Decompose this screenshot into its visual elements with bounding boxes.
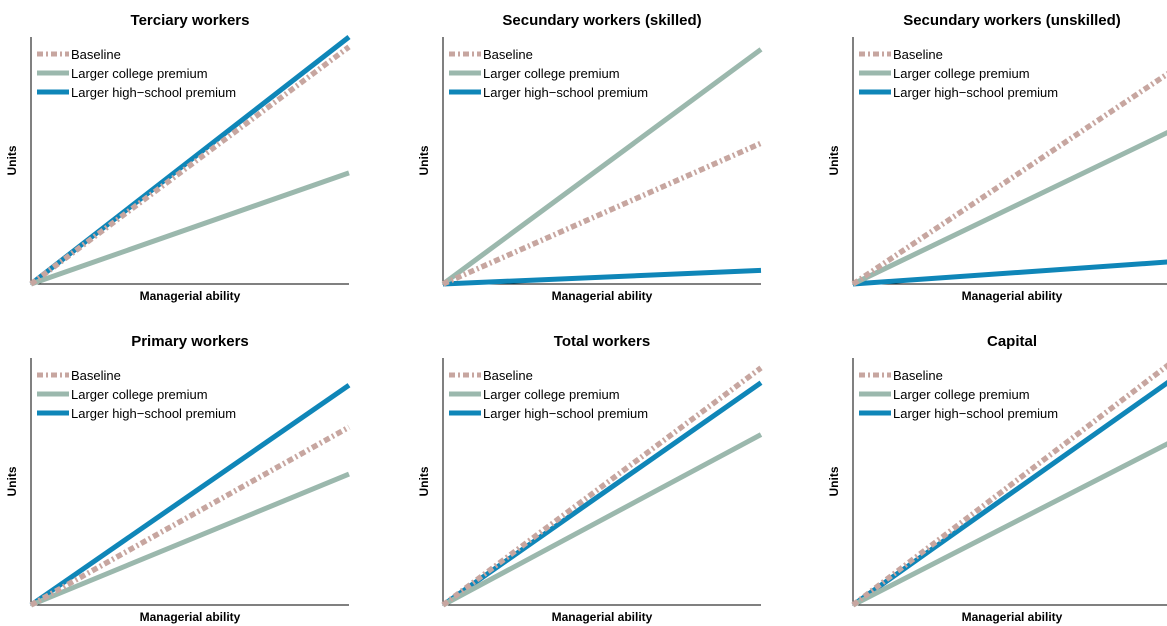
- chart-panel-6: Capital Managerial ability Units Baseline La…: [827, 333, 1167, 624]
- series-line-baseline: [29, 44, 351, 287]
- series-line-larger-high-school-premium: [851, 379, 1167, 608]
- chart-panel-2: Secundary workers (skilled) Managerial ab…: [417, 12, 763, 303]
- series-line-larger-college-premium: [441, 432, 763, 608]
- legend: Baseline Larger college premium Larger hig…: [37, 368, 236, 421]
- legend-label-larger-high-school-premium: Larger high−school premium: [893, 406, 1058, 421]
- series-line-larger-high-school-premium: [29, 383, 351, 608]
- series-line-larger-college-premium: [851, 441, 1167, 608]
- legend: Baseline Larger college premium Larger hig…: [449, 368, 648, 421]
- legend-label-larger-high-school-premium: Larger high−school premium: [71, 85, 236, 100]
- x-axis-label: Managerial ability: [552, 289, 653, 303]
- legend: Baseline Larger college premium Larger hig…: [859, 368, 1058, 421]
- legend-label-baseline: Baseline: [483, 368, 533, 383]
- legend-label-larger-college-premium: Larger college premium: [483, 387, 620, 402]
- series-line-larger-high-school-premium: [441, 380, 763, 608]
- legend-label-larger-high-school-premium: Larger high−school premium: [483, 406, 648, 421]
- series-line-larger-high-school-premium: [852, 259, 1167, 287]
- chart-title: Primary workers: [131, 333, 249, 350]
- legend-label-larger-college-premium: Larger college premium: [893, 66, 1030, 81]
- legend-label-larger-high-school-premium: Larger high−school premium: [71, 406, 236, 421]
- legend-label-larger-college-premium: Larger college premium: [893, 387, 1030, 402]
- series-line-larger-high-school-premium: [442, 267, 762, 287]
- y-axis-label: Units: [827, 466, 841, 496]
- x-axis-label: Managerial ability: [140, 289, 241, 303]
- chart-panel-5: Total workers Managerial ability Units Base…: [417, 333, 763, 624]
- legend: Baseline Larger college premium Larger hig…: [37, 47, 236, 100]
- y-axis-label: Units: [5, 466, 19, 496]
- y-axis-label: Units: [417, 145, 431, 175]
- chart-title: Terciary workers: [131, 12, 250, 29]
- x-axis-label: Managerial ability: [962, 610, 1063, 624]
- series-line-larger-college-premium: [441, 47, 763, 287]
- legend-label-larger-college-premium: Larger college premium: [71, 66, 208, 81]
- series-line-baseline: [441, 140, 763, 287]
- series-line-baseline: [851, 362, 1167, 608]
- legend-label-larger-college-premium: Larger college premium: [483, 66, 620, 81]
- series-line-larger-high-school-premium: [29, 35, 351, 286]
- legend-label-baseline: Baseline: [893, 368, 943, 383]
- series-line-larger-college-premium: [851, 130, 1167, 287]
- legend-label-larger-high-school-premium: Larger high−school premium: [483, 85, 648, 100]
- series-line-baseline: [441, 365, 763, 608]
- series-line-baseline: [29, 424, 351, 608]
- chart-panel-1: Terciary workers Managerial ability Units B…: [5, 12, 351, 303]
- y-axis-label: Units: [5, 145, 19, 175]
- x-axis-label: Managerial ability: [140, 610, 241, 624]
- chart-panel-3: Secundary workers (unskilled) Managerial …: [827, 12, 1167, 303]
- chart-panel-4: Primary workers Managerial ability Units Ba…: [5, 333, 351, 624]
- series-line-larger-college-premium: [30, 170, 350, 287]
- x-axis-label: Managerial ability: [962, 289, 1063, 303]
- legend: Baseline Larger college premium Larger hig…: [859, 47, 1058, 100]
- chart-title: Secundary workers (skilled): [502, 12, 701, 29]
- legend-label-larger-college-premium: Larger college premium: [71, 387, 208, 402]
- legend-label-baseline: Baseline: [71, 47, 121, 62]
- chart-title: Capital: [987, 333, 1037, 350]
- y-axis-label: Units: [417, 466, 431, 496]
- legend-label-baseline: Baseline: [71, 368, 121, 383]
- legend-label-baseline: Baseline: [893, 47, 943, 62]
- series-line-larger-college-premium: [30, 471, 350, 608]
- legend-label-baseline: Baseline: [483, 47, 533, 62]
- legend: Baseline Larger college premium Larger hig…: [449, 47, 648, 100]
- legend-label-larger-high-school-premium: Larger high−school premium: [893, 85, 1058, 100]
- x-axis-label: Managerial ability: [552, 610, 653, 624]
- series-line-baseline: [851, 70, 1167, 287]
- chart-title: Secundary workers (unskilled): [903, 12, 1121, 29]
- chart-title: Total workers: [554, 333, 650, 350]
- y-axis-label: Units: [827, 145, 841, 175]
